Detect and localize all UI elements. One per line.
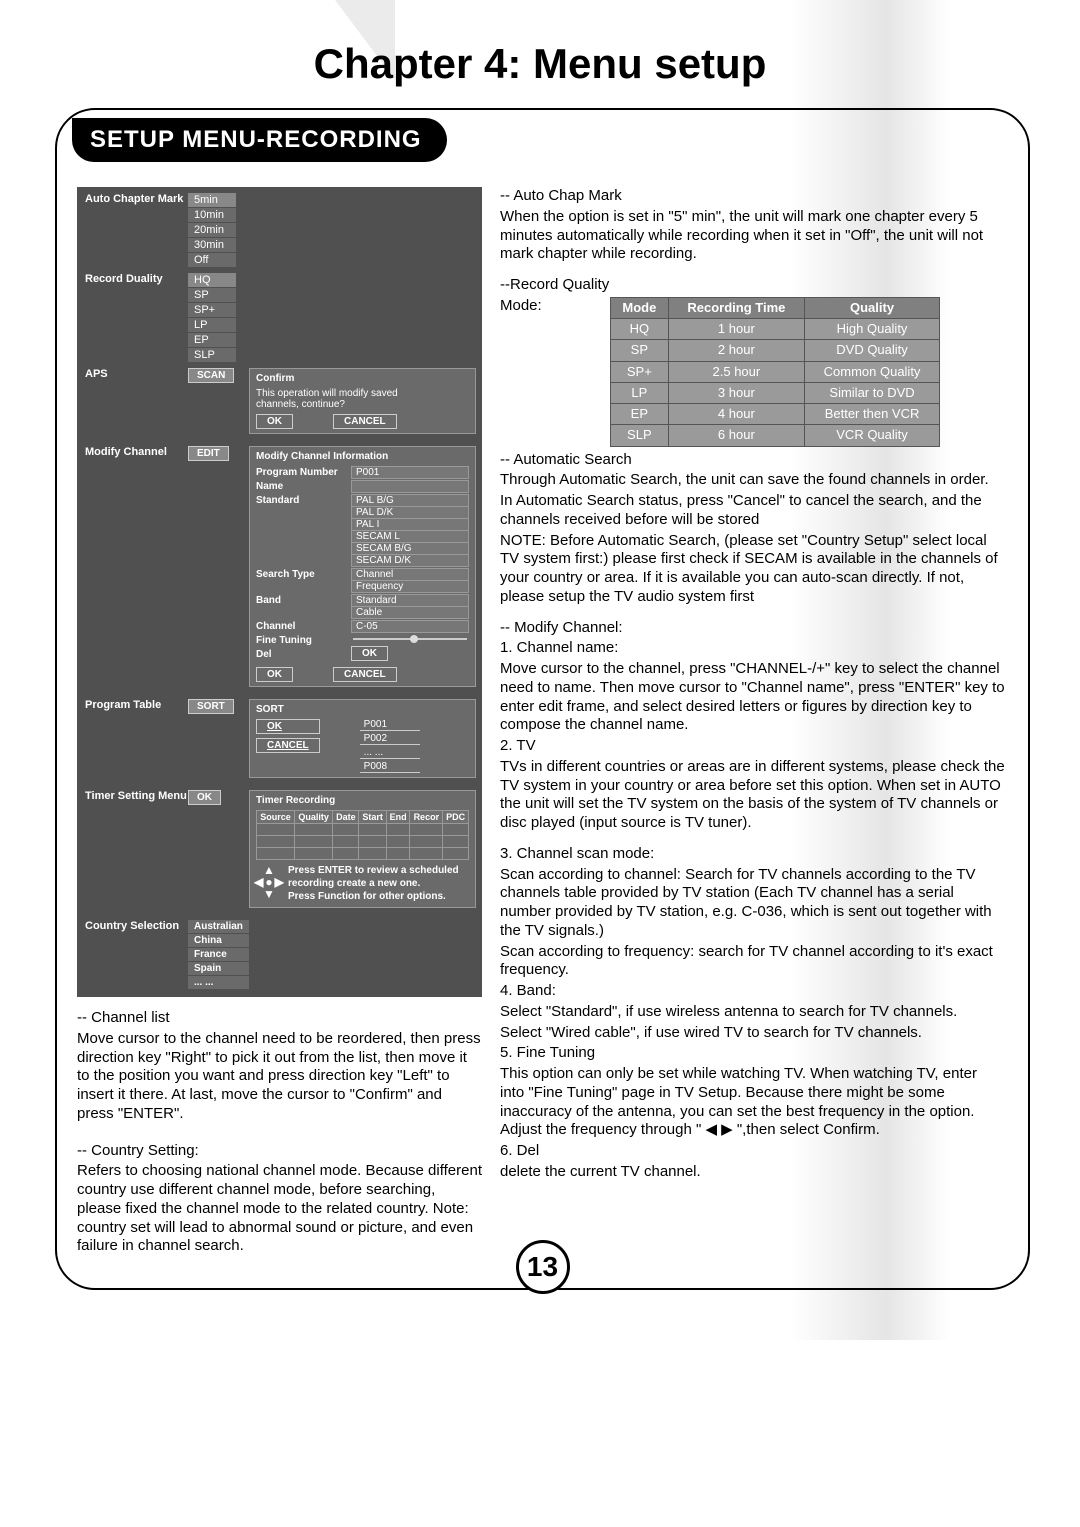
left-column: Auto Chapter Mark 5min 10min 20min 30min… (77, 187, 482, 1258)
auto-chap-title: -- Auto Chap Mark (500, 187, 1005, 206)
sort-cancel-button[interactable]: CANCEL (256, 738, 320, 753)
menu-record-quality-options: HQ SP SP+ LP EP SLP (188, 273, 236, 362)
menu-record-quality-label: Record Duality (83, 273, 188, 285)
timer-ok-button[interactable]: OK (188, 790, 221, 805)
menu-auto-chapter-label: Auto Chapter Mark (83, 193, 188, 205)
menu-auto-chapter-options: 5min 10min 20min 30min Off (188, 193, 236, 267)
sort-ok-button[interactable]: OK (256, 719, 320, 734)
confirm-ok-button[interactable]: OK (256, 414, 293, 429)
confirm-dialog: Confirm This operation will modify saved… (249, 368, 476, 434)
menu-modify-channel-label: Modify Channel (83, 446, 188, 458)
content-panel: SETUP MENU-RECORDING Auto Chapter Mark 5… (55, 108, 1030, 1290)
country-setting-body: Refers to choosing national channel mode… (77, 1162, 482, 1256)
timer-recording-panel: Timer Recording Source Quality Date Star… (249, 790, 476, 908)
confirm-cancel-button[interactable]: CANCEL (333, 414, 397, 429)
del-ok-button[interactable]: OK (351, 646, 388, 661)
menu-program-table-label: Program Table (83, 699, 188, 711)
table-row: LP3 hourSimilar to DVD (611, 382, 940, 403)
page: Chapter 4: Menu setup SETUP MENU-RECORDI… (0, 0, 1080, 1340)
right-column: -- Auto Chap Mark When the option is set… (500, 187, 1005, 1258)
chapter-title: Chapter 4: Menu setup (50, 40, 1030, 88)
menu-country-selection-label: Country Selection (83, 920, 188, 932)
table-row: EP4 hourBetter then VCR (611, 404, 940, 425)
scan-button[interactable]: SCAN (188, 368, 234, 383)
country-list: Australian China France Spain ... ... (188, 920, 249, 989)
table-row: SP+2.5 hourCommon Quality (611, 361, 940, 382)
channel-list-heading: -- Channel list (77, 1009, 482, 1028)
table-row: SP2 hourDVD Quality (611, 340, 940, 361)
quality-table: Mode Recording Time Quality HQ1 hourHigh… (610, 297, 940, 447)
fine-tuning-slider[interactable] (353, 638, 467, 640)
sort-button[interactable]: SORT (188, 699, 234, 714)
menu-timer-setting-label: Timer Setting Menu (83, 790, 188, 802)
menu-aps-label: APS (83, 368, 188, 380)
table-row: HQ1 hourHigh Quality (611, 319, 940, 340)
country-setting-heading: -- Country Setting: (77, 1142, 482, 1161)
modify-ok-button[interactable]: OK (256, 667, 293, 682)
timer-table: Source Quality Date Start End Recor PDC (256, 810, 469, 860)
modify-channel-info: Modify Channel Information Program Numbe… (249, 446, 476, 687)
sort-panel: SORT OK CANCEL P001 P002 ... ... (249, 699, 476, 778)
page-number: 13 (516, 1240, 570, 1294)
section-title: SETUP MENU-RECORDING (72, 118, 447, 162)
channel-list-body: Move cursor to the channel need to be re… (77, 1030, 482, 1124)
table-row: SLP6 hourVCR Quality (611, 425, 940, 446)
modify-cancel-button[interactable]: CANCEL (333, 667, 397, 682)
edit-button[interactable]: EDIT (188, 446, 229, 461)
dpad-icon: ▲ ◀●▶ ▼ (256, 864, 282, 903)
